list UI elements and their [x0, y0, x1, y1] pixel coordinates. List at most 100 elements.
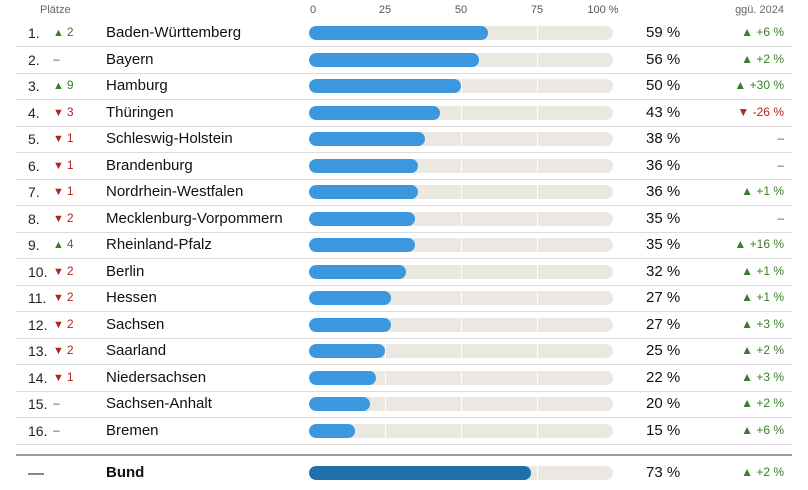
gridline — [461, 264, 462, 279]
change-value: +2 % — [756, 396, 784, 410]
change-value: +1 % — [756, 290, 784, 304]
rank-change: ▼ 2 — [53, 290, 93, 304]
change-value: +2 % — [756, 465, 784, 479]
change-vs-2024: ▲ +1 % — [741, 290, 784, 304]
rank-label: 4. — [28, 104, 40, 121]
rank-change-value: 1 — [66, 184, 74, 198]
bar-track — [309, 397, 613, 411]
table-row: 5. ▼ 1 Schleswig-Holstein 38 % – — [16, 126, 792, 153]
state-name: Saarland — [106, 342, 167, 359]
arrow-down-icon: ▼ — [53, 318, 64, 331]
table-row: 14. ▼ 1 Niedersachsen 22 % ▲ +3 % — [16, 365, 792, 392]
rank-label: 14. — [28, 369, 48, 386]
bar — [309, 79, 461, 93]
gridline — [537, 317, 538, 332]
rank-label: 11. — [28, 290, 47, 306]
change-vs-2024: ▲ +2 % — [741, 396, 784, 410]
bar-track — [309, 344, 613, 358]
bar — [309, 264, 407, 279]
bar — [309, 211, 416, 226]
change-vs-2024: ▲ +3 % — [741, 370, 784, 384]
rank-label: 13. — [28, 343, 48, 359]
change-vs-2024: ▲ +2 % — [741, 52, 784, 66]
bar-track — [309, 158, 613, 173]
table-row: 13. ▼ 2 Saarland 25 % ▲ +2 % — [16, 338, 792, 365]
rank-change: ▼ 2 — [53, 343, 93, 357]
bar-track — [309, 26, 613, 40]
gridline — [385, 344, 386, 358]
change-vs-2024: ▲ +2 % — [741, 465, 784, 479]
arrow-up-icon: ▲ — [53, 80, 64, 92]
gridline — [537, 211, 538, 226]
arrow-up-icon: ▲ — [53, 27, 64, 39]
value-label: 25 % — [646, 342, 681, 359]
change-vs-2024: ▲ +16 % — [734, 237, 784, 251]
arrow-down-icon: ▼ — [53, 212, 64, 225]
bar-track — [309, 291, 613, 305]
bar — [309, 291, 392, 305]
change-value: – — [777, 157, 784, 172]
gridline — [461, 423, 462, 438]
rank-change-value: 1 — [66, 131, 74, 145]
rank-change: ▼ 1 — [53, 131, 93, 145]
gridline — [537, 264, 538, 279]
rank-label: 10. — [28, 263, 48, 280]
rank-change-value: 2 — [66, 263, 74, 278]
table-row: 4. ▼ 3 Thüringen 43 % ▼ -26 % — [16, 100, 792, 127]
state-name: Schleswig-Holstein — [106, 130, 233, 147]
total-separator — [16, 454, 792, 456]
bar-track — [309, 185, 613, 199]
total-row: — Bund 73 % ▲ +2 % — [16, 460, 792, 488]
change-value: +3 % — [756, 316, 784, 331]
gridline — [461, 132, 462, 146]
rank-change-value: 3 — [66, 104, 74, 119]
tick-label: 25 — [378, 4, 392, 16]
rank-label: 9. — [28, 237, 40, 253]
rank-change: ▼ 1 — [53, 370, 93, 384]
table-row: 8. ▼ 2 Mecklenburg-Vorpommern 35 % – — [16, 206, 792, 233]
tick-label: 100 % — [587, 4, 619, 16]
state-name: Berlin — [106, 262, 145, 280]
value-label: 27 % — [646, 289, 681, 306]
bar-track — [309, 370, 613, 385]
arrow-down-icon: ▼ — [53, 345, 64, 357]
change-vs-2024: ▲ +30 % — [734, 78, 784, 92]
bar-track — [309, 423, 613, 438]
arrow-up-icon: ▲ — [741, 422, 757, 437]
gridline — [385, 423, 386, 438]
rank-change: ▲ 2 — [53, 25, 93, 39]
gridline — [461, 185, 462, 199]
arrow-up-icon: ▲ — [741, 25, 757, 39]
rank-change: ▼ 2 — [53, 211, 93, 225]
rank-change: ▼ 3 — [53, 105, 93, 119]
state-name: Sachsen-Anhalt — [106, 395, 212, 412]
rank-change: ▼ 2 — [53, 317, 93, 331]
value-label: 50 % — [646, 77, 681, 94]
gridline — [537, 158, 538, 173]
arrow-up-icon: ▲ — [741, 263, 757, 278]
change-vs-2024: ▲ +6 % — [741, 423, 784, 437]
gridline — [385, 397, 386, 411]
table-row: 16. – Bremen 15 % ▲ +6 % — [16, 418, 792, 445]
rank-label: 3. — [28, 78, 40, 94]
bar-track — [309, 466, 613, 480]
arrow-down-icon: ▼ — [737, 104, 753, 119]
rank-change: – — [53, 423, 93, 437]
arrow-up-icon: ▲ — [741, 369, 757, 384]
change-value: -26 % — [752, 104, 784, 119]
change-value: +1 % — [756, 263, 784, 278]
gridline — [537, 79, 538, 93]
bar — [309, 423, 355, 438]
value-label: 36 % — [646, 156, 681, 174]
arrow-up-icon: ▲ — [741, 343, 757, 357]
rank-label: — — [28, 465, 44, 482]
arrow-down-icon: ▼ — [53, 371, 64, 384]
table-row: 15. – Sachsen-Anhalt 20 % ▲ +2 % — [16, 391, 792, 418]
rank-label: 7. — [28, 184, 40, 200]
value-label: 35 % — [646, 236, 681, 253]
rank-label: 12. — [28, 316, 48, 333]
arrow-down-icon: ▼ — [53, 159, 64, 172]
table-row: 7. ▼ 1 Nordrhein-Westfalen 36 % ▲ +1 % — [16, 179, 792, 206]
tick-label: 50 — [454, 4, 468, 16]
table-row: 6. ▼ 1 Brandenburg 36 % – — [16, 153, 792, 180]
